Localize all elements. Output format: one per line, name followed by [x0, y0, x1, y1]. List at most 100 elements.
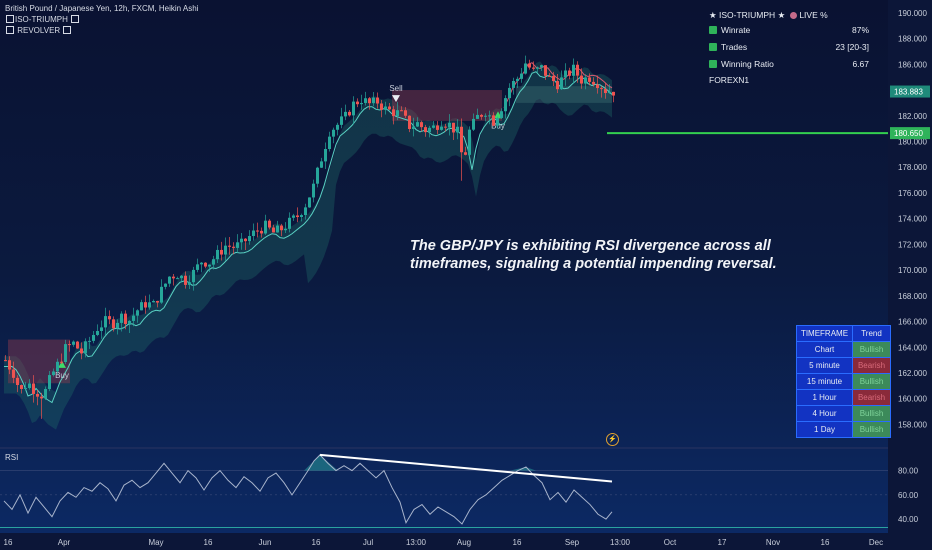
stats-row: Winrate 87% — [709, 22, 869, 39]
candle-body — [348, 111, 351, 116]
bearish-zone — [8, 339, 70, 384]
star-icon: ★ — [709, 10, 717, 20]
stats-row: Winning Ratio 6.67 — [709, 56, 869, 73]
price-tick-label: 188.000 — [898, 35, 927, 44]
candle-body — [456, 126, 459, 133]
candle-body — [100, 327, 103, 332]
time-tick-label: Jun — [259, 538, 272, 547]
candle-body — [516, 78, 519, 81]
check-icon — [709, 60, 717, 68]
candle-body — [184, 275, 187, 285]
candle-body — [96, 331, 99, 335]
candle-body — [524, 63, 527, 74]
timeframe-cell: 4 Hour — [796, 405, 853, 422]
candle-body — [424, 127, 427, 133]
indicator-iso-triumph[interactable]: ISO-TRIUMPH — [5, 15, 80, 25]
candle-body — [436, 125, 439, 130]
price-tick-label: 174.000 — [898, 215, 927, 224]
price-tick-label: 190.000 — [898, 9, 927, 18]
candle-body — [28, 383, 31, 388]
timeframe-cell: 1 Day — [796, 421, 853, 438]
timeframe-cell: 15 minute — [796, 373, 853, 390]
candle-body — [180, 275, 183, 279]
candle-body — [364, 98, 367, 103]
candle-body — [352, 101, 355, 116]
candle-body — [308, 197, 311, 208]
candle-body — [384, 106, 387, 110]
stats-row: Trades 23 [20-3] — [709, 39, 869, 56]
candle-body — [528, 63, 531, 68]
candle-body — [264, 220, 267, 234]
rsi-overbought-fill — [304, 454, 338, 471]
candle-body — [560, 77, 563, 90]
candle-body — [404, 110, 407, 116]
candle-body — [280, 225, 283, 231]
candle-body — [12, 369, 15, 378]
stats-label: Trades — [721, 42, 748, 52]
timeframe-cell: 1 Hour — [796, 389, 853, 406]
candle-body — [372, 97, 375, 104]
axes-layer: 158.000 160.000 162.000 164.000 166.000 168.0… — [4, 9, 930, 547]
candle-body — [552, 75, 555, 82]
time-tick-label: Aug — [457, 538, 471, 547]
candle-body — [56, 361, 59, 372]
candle-body — [188, 282, 191, 285]
candle-body — [168, 276, 171, 284]
candle-body — [248, 236, 251, 242]
candle-body — [268, 220, 271, 228]
rsi-tick-label: 40.00 — [898, 515, 919, 524]
candle-body — [240, 238, 243, 243]
candle-body — [68, 344, 71, 346]
buy-signal-label: Buy — [55, 371, 69, 380]
indicator-box-icon — [63, 26, 72, 34]
candle-body — [412, 126, 415, 130]
candle-body — [112, 319, 115, 329]
table-row: 1 Hour Bearish — [796, 389, 891, 406]
candle-body — [120, 313, 123, 323]
table-row: 15 minute Bullish — [796, 373, 891, 390]
indicator-box-icon — [6, 26, 14, 34]
level-price-tag-bg — [890, 127, 930, 140]
stats-title-row: ★ ISO-TRIUMPH ★ LIVE % — [709, 8, 869, 22]
timeframe-cell: 5 minute — [796, 357, 853, 374]
candle-body — [144, 302, 147, 308]
sell-signal-label: Sell — [389, 84, 403, 93]
rsi-divergence-trendline — [319, 453, 613, 483]
candle-body — [464, 152, 467, 155]
rsi-tick-label: 80.00 — [898, 467, 919, 476]
candle-body — [360, 102, 363, 105]
time-tick-label: 16 — [312, 538, 321, 547]
candle-body — [132, 315, 135, 321]
lightning-icon[interactable]: ⚡ — [606, 433, 619, 446]
price-tick-label: 164.000 — [898, 343, 927, 352]
live-dot-icon — [789, 12, 797, 19]
trend-cell: Bearish — [852, 389, 891, 406]
candle-body — [284, 228, 287, 231]
candle-body — [288, 217, 291, 229]
table-row: 4 Hour Bullish — [796, 405, 891, 422]
candle-body — [124, 313, 127, 325]
overlay-layer: Sell Buy Buy — [4, 61, 888, 430]
indicator-revolver[interactable]: REVOLVER — [5, 26, 72, 36]
candle-body — [612, 91, 615, 96]
candle-body — [304, 207, 307, 216]
candle-body — [32, 383, 35, 394]
candle-body — [408, 115, 411, 130]
candle-body — [128, 320, 131, 325]
candle-body — [328, 136, 331, 150]
analysis-annotation: The GBP/JPY is exhibiting RSI divergence… — [410, 238, 777, 272]
time-tick-label: Apr — [58, 538, 71, 547]
candle-body — [64, 344, 67, 362]
candle-body — [460, 126, 463, 153]
candle-body — [220, 249, 223, 255]
candle-body — [596, 84, 599, 89]
candle-body — [232, 246, 235, 248]
candle-body — [204, 262, 207, 267]
candle-body — [580, 75, 583, 84]
candle-body — [496, 117, 499, 126]
trend-cell: Bullish — [852, 421, 891, 438]
current-price-tag: 183.883 — [894, 88, 923, 97]
candle-body — [488, 115, 491, 117]
star-icon: ★ — [777, 10, 786, 20]
